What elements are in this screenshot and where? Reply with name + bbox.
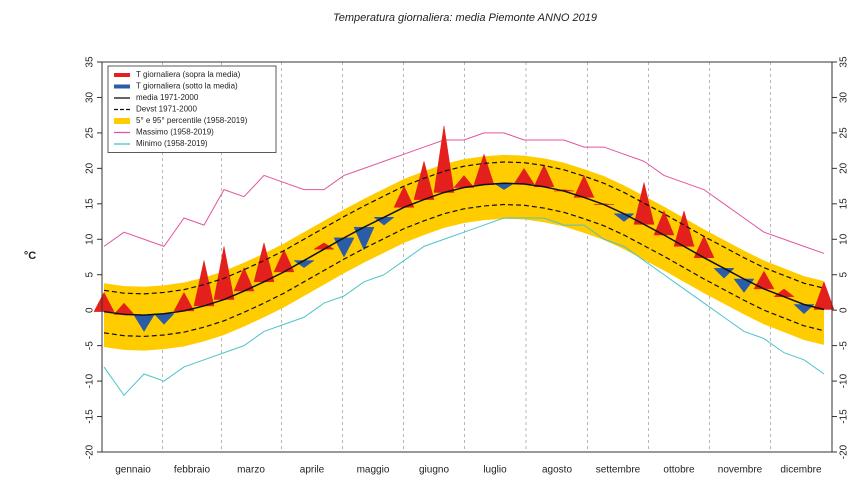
y-tick-label: -5 <box>85 341 96 350</box>
mean-line <box>103 182 825 316</box>
y-tick-label: -20 <box>85 444 96 459</box>
y-tick-label: 25 <box>85 127 96 139</box>
legend-label: Minimo (1958-2019) <box>136 139 208 148</box>
y-tick-label-right: 15 <box>839 198 850 210</box>
legend-label: media 1971-2000 <box>136 93 199 102</box>
y-tick-label-right: 30 <box>839 91 850 103</box>
x-tick-label: gennaio <box>115 465 151 476</box>
y-tick-label: 20 <box>85 162 96 174</box>
x-tick-label: dicembre <box>780 465 822 476</box>
x-tick-label: aprile <box>300 465 325 476</box>
y-tick-label: 35 <box>85 56 96 68</box>
temperature-spike <box>433 125 455 193</box>
x-tick-label: maggio <box>357 465 390 476</box>
devst-line <box>103 161 825 295</box>
x-tick-label: agosto <box>542 465 572 476</box>
y-tick-label-right: -20 <box>839 444 850 459</box>
extreme-line <box>103 132 825 254</box>
x-tick-label: ottobre <box>663 465 695 476</box>
y-tick-label: 15 <box>85 198 96 210</box>
y-tick-label-right: 0 <box>839 307 850 313</box>
legend-label: Massimo (1958-2019) <box>136 128 214 137</box>
legend-label: Devst 1971-2000 <box>136 105 197 114</box>
y-tick-label: 0 <box>85 307 96 313</box>
y-tick-label: -15 <box>85 409 96 424</box>
x-tick-label: novembre <box>718 465 763 476</box>
x-tick-label: febbraio <box>174 465 211 476</box>
legend-label: T giornaliera (sopra la media) <box>136 70 241 79</box>
extreme-line <box>103 217 825 397</box>
x-tick-label: settembre <box>596 465 641 476</box>
y-tick-label: 5 <box>85 272 96 278</box>
devst-line <box>103 203 825 338</box>
y-axis-label: °C <box>24 250 36 262</box>
legend-label: T giornaliera (sotto la media) <box>136 82 238 91</box>
y-tick-label-right: -15 <box>839 409 850 424</box>
y-tick-label: 30 <box>85 91 96 103</box>
y-tick-label-right: -5 <box>839 341 850 350</box>
y-tick-label-right: 25 <box>839 127 850 139</box>
y-tick-label-right: 35 <box>839 56 850 68</box>
y-tick-label-right: -10 <box>839 373 850 388</box>
x-tick-label: giugno <box>419 465 449 476</box>
plot-frame <box>101 61 833 453</box>
y-tick-label-right: 5 <box>839 272 850 278</box>
legend-label: 5° e 95° percentile (1958-2019) <box>136 116 248 125</box>
y-tick-label-right: 10 <box>839 233 850 245</box>
chart-title: Temperatura giornaliera: media Piemonte … <box>333 12 597 24</box>
y-tick-label: -10 <box>85 373 96 388</box>
y-tick-label: 10 <box>85 233 96 245</box>
x-tick-label: marzo <box>237 465 265 476</box>
legend-box <box>107 65 277 153</box>
y-tick-label-right: 20 <box>839 162 850 174</box>
x-tick-label: luglio <box>483 465 507 476</box>
